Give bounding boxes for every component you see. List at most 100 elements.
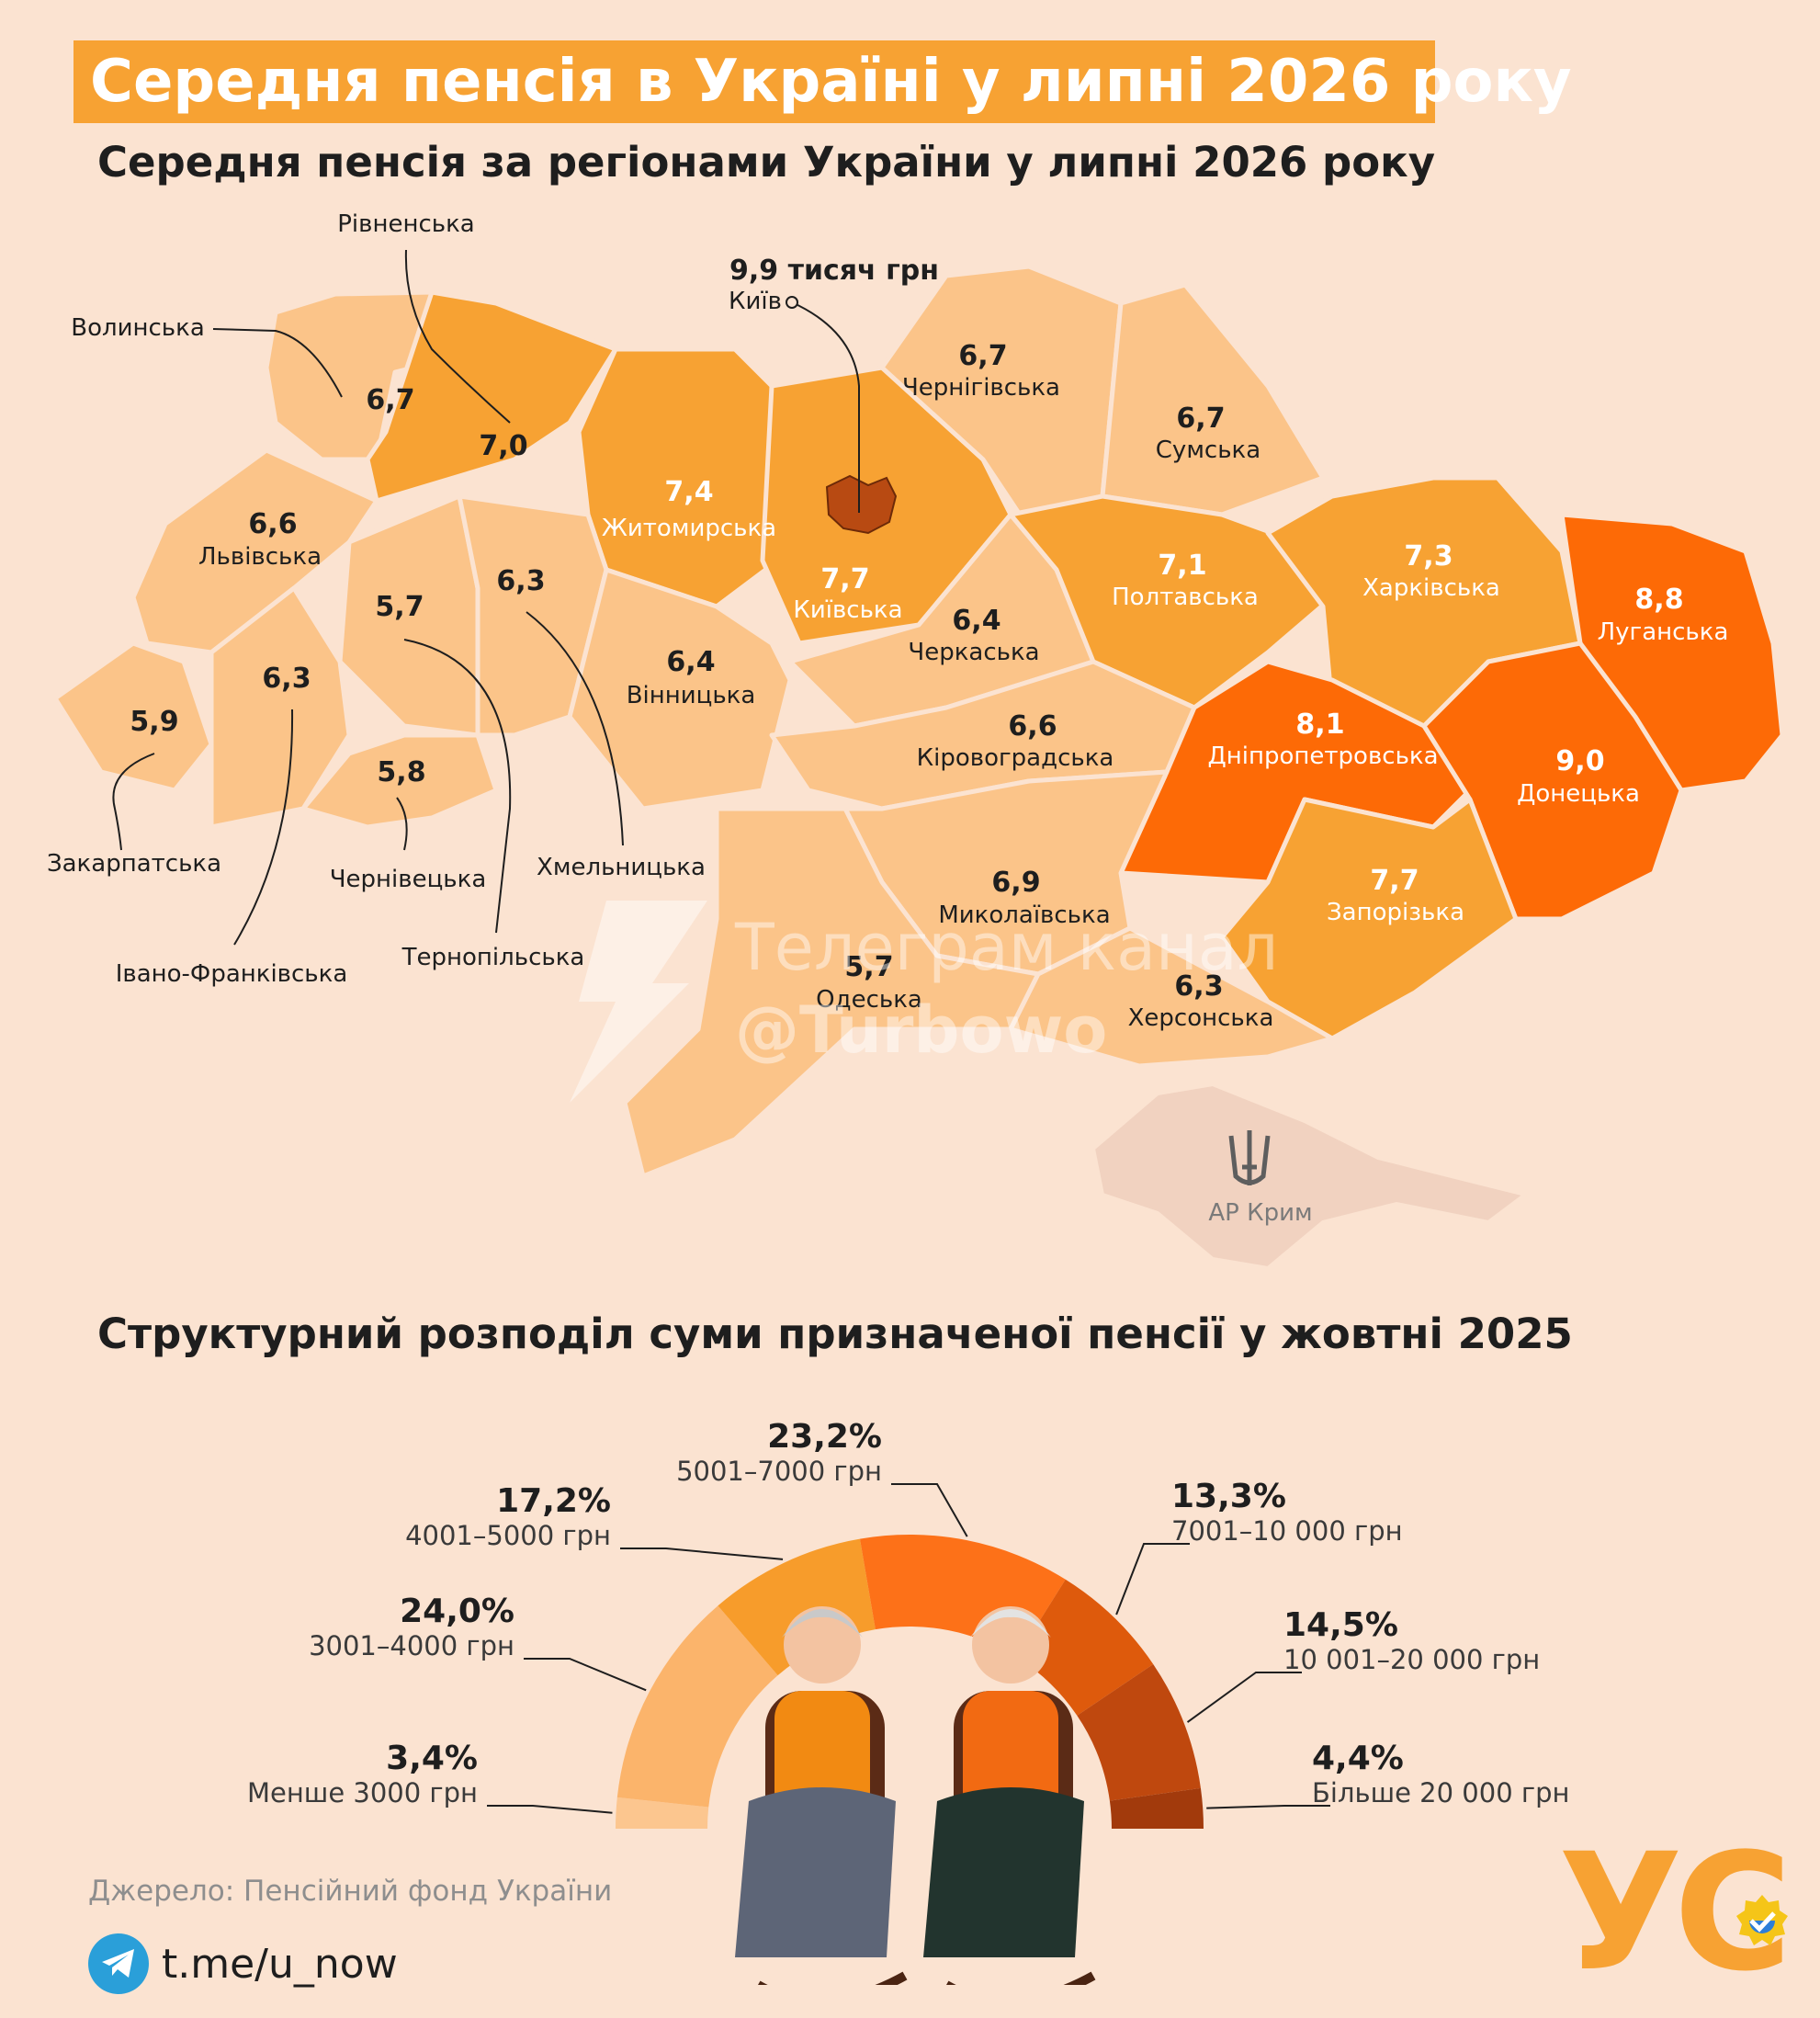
region-волинська	[264, 289, 435, 462]
region-value-закарпатська: 5,9	[130, 706, 178, 738]
leader-line-івано-франківська	[233, 709, 294, 946]
telegram-link-row[interactable]: t.me/u_now	[88, 1933, 398, 1994]
slice-category-4: 7001–10 000 грн	[1171, 1515, 1403, 1547]
slice-category-5: 10 001–20 000 грн	[1283, 1644, 1540, 1675]
slice-value-5: 14,5%	[1283, 1606, 1398, 1644]
region-хмельницька	[457, 493, 609, 738]
page-title-banner: Середня пенсія в Україні у липні 2026 ро…	[73, 40, 1572, 123]
slice-value-0: 3,4%	[386, 1740, 478, 1777]
region-value-київська: 7,7	[820, 563, 869, 595]
region-value-чернівецька: 5,8	[377, 756, 425, 788]
region-name-одеська: Одеська	[816, 986, 922, 1014]
region-value-херсонська: 6,3	[1174, 970, 1223, 1003]
region-name-львівська: Львівська	[198, 543, 322, 571]
grandmother-figure	[735, 1606, 908, 1985]
region-одеська	[622, 806, 1041, 1179]
slice-5	[1077, 1663, 1201, 1801]
slice-value-6: 4,4%	[1312, 1740, 1404, 1777]
region-name-луганська: Луганська	[1598, 618, 1729, 646]
slice-category-6: Більше 20 000 грн	[1312, 1777, 1569, 1808]
region-value-тернопільська: 5,7	[375, 591, 424, 623]
region-name-івано-франківська: Івано-Франківська	[116, 960, 348, 988]
region-чернівецька	[300, 732, 499, 830]
leader-line-kyiv	[791, 301, 860, 513]
region-value-одеська: 5,7	[844, 951, 893, 983]
map-regions	[52, 264, 1785, 1271]
region-value-кіровоградська: 6,6	[1008, 710, 1057, 743]
leader-line-закарпатська	[112, 753, 155, 851]
region-value-харківська: 7,3	[1404, 540, 1453, 573]
chart-subtitle: Структурний розподіл суми призначеної пе…	[97, 1309, 1573, 1358]
region-name-херсонська: Херсонська	[1128, 1004, 1274, 1032]
region-value-житомирська: 7,4	[664, 476, 713, 508]
region-name-черкаська: Черкаська	[908, 639, 1039, 666]
region-сумська	[1100, 282, 1326, 517]
page-title: Середня пенсія в Україні у липні 2026 ро…	[90, 48, 1572, 116]
slice-value-4: 13,3%	[1171, 1478, 1286, 1515]
map-subtitle: Середня пенсія за регіонами України у ли…	[97, 138, 1436, 187]
region-name-кіровоградська: Кіровоградська	[917, 744, 1114, 772]
region-name-київська: Київська	[793, 596, 902, 624]
region-name-полтавська: Полтавська	[1112, 584, 1259, 611]
leader-line-чернівецька	[396, 797, 408, 851]
region-value-волинська: 6,7	[366, 384, 414, 416]
slice-leader-4	[1115, 1543, 1190, 1616]
region-запорізька	[1219, 797, 1519, 1041]
region-name-сумська: Сумська	[1156, 436, 1260, 464]
region-name-харківська: Харківська	[1362, 574, 1500, 602]
slice-leader-3	[891, 1483, 968, 1537]
region-value-чернігівська: 6,7	[958, 340, 1007, 372]
region-value-луганська: 8,8	[1634, 584, 1683, 616]
crimea-name: АР Крим	[1208, 1199, 1312, 1227]
slice-leader-1	[524, 1658, 647, 1692]
leader-line-тернопільська	[403, 639, 512, 934]
ukraine-map: 6,7 Волинська 7,0 Рівненська 7,4 Житомирська 7…	[47, 210, 1785, 1271]
region-івано-франківська	[209, 585, 352, 830]
region-name-донецька: Донецька	[1517, 780, 1640, 808]
region-crimea	[1091, 1082, 1530, 1271]
kyiv-value: 9,9 тисяч грн	[729, 255, 939, 287]
region-value-запорізька: 7,7	[1370, 865, 1419, 897]
region-name-чернівецька: Чернівецька	[330, 866, 487, 893]
region-name-житомирська: Житомирська	[602, 515, 776, 542]
slice-category-3: 5001–7000 грн	[676, 1456, 882, 1487]
region-value-львівська: 6,6	[248, 508, 297, 540]
region-value-полтавська: 7,1	[1158, 550, 1206, 582]
leader-line-волинська	[212, 328, 343, 398]
region-name-тернопільська: Тернопільська	[401, 944, 585, 971]
region-name-волинська: Волинська	[71, 314, 205, 342]
slice-6	[1109, 1787, 1204, 1829]
region-name-рівненська: Рівненська	[337, 210, 474, 238]
kyiv-name: Київ	[729, 288, 782, 315]
region-name-дніпропетровська: Дніпропетровська	[1207, 743, 1438, 770]
slice-value-1: 24,0%	[400, 1593, 514, 1630]
slice-4	[1016, 1579, 1154, 1716]
telegram-link[interactable]: t.me/u_now	[162, 1940, 398, 1988]
region-value-хмельницька: 6,3	[496, 565, 545, 597]
region-value-миколаївська: 6,9	[991, 867, 1040, 899]
map-labels: 6,7 Волинська 7,0 Рівненська 7,4 Житомирська 7…	[47, 210, 1728, 1227]
region-name-закарпатська: Закарпатська	[47, 850, 221, 878]
region-value-вінницька: 6,4	[666, 646, 715, 678]
slice-leader-5	[1186, 1672, 1302, 1723]
slice-leader-2	[620, 1548, 784, 1560]
grandfather-figure	[923, 1606, 1096, 1985]
slice-category-2: 4001–5000 грн	[405, 1520, 611, 1551]
region-value-івано-франківська: 6,3	[262, 663, 311, 695]
region-value-дніпропетровська: 8,1	[1295, 709, 1344, 741]
region-value-донецька: 9,0	[1555, 745, 1604, 777]
region-value-черкаська: 6,4	[952, 605, 1000, 637]
region-херсонська	[1008, 925, 1335, 1069]
region-name-миколаївська: Миколаївська	[938, 901, 1110, 929]
region-name-хмельницька: Хмельницька	[537, 854, 706, 881]
slice-value-2: 17,2%	[496, 1482, 611, 1520]
leader-dot-kyiv	[786, 296, 798, 309]
slice-leader-6	[1206, 1805, 1330, 1809]
telegram-icon	[88, 1933, 149, 1994]
region-value-рівненська: 7,0	[479, 430, 527, 462]
region-name-запорізька: Запорізька	[1327, 899, 1464, 926]
slice-0	[616, 1797, 709, 1829]
region-полтавська	[1008, 493, 1335, 710]
region-name-вінницька: Вінницька	[627, 682, 756, 709]
pension-distribution-chart: 3,4%Менше 3000 грн 24,0%3001–4000 грн 17,2…	[247, 1418, 1569, 1985]
